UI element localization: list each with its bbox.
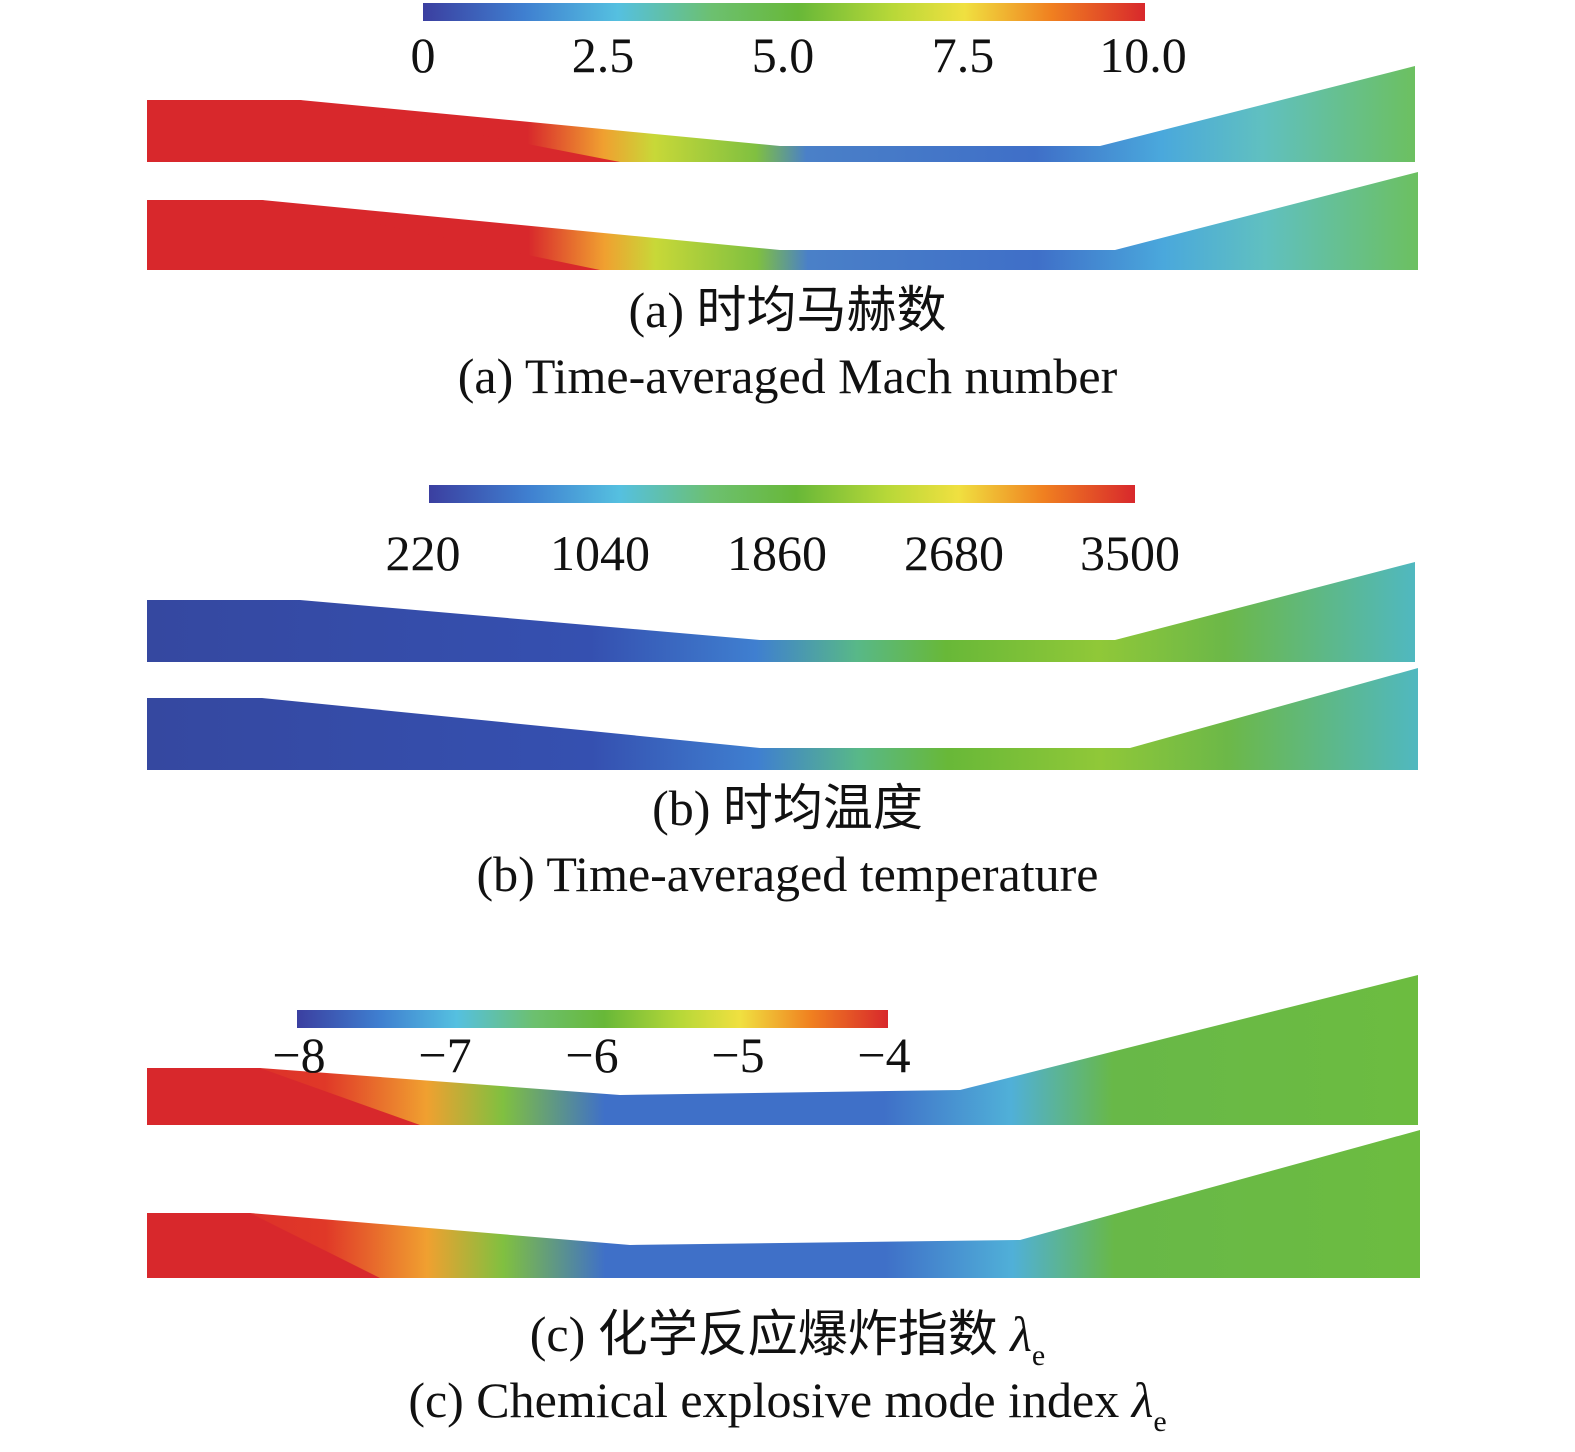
caption-b-zh: (b) 时均温度 <box>652 780 923 836</box>
caption-a-zh: (a) 时均马赫数 <box>628 282 947 338</box>
temperature-tick-1: 1040 <box>550 525 650 581</box>
temperature-field-lower <box>147 668 1418 770</box>
mach-tick-0: 0 <box>410 27 436 83</box>
cem-inflow-upper <box>147 1068 420 1125</box>
temperature-field-upper <box>147 562 1415 662</box>
mach-inflow-upper <box>147 100 620 162</box>
cem-inflow-lower <box>147 1213 380 1278</box>
cem-tick-2: −6 <box>565 1027 619 1083</box>
mach-tick-4: 10.0 <box>1099 27 1187 83</box>
lambda-subscript-en: e <box>1153 1405 1167 1438</box>
caption-c-en-text: (c) Chemical explosive mode index <box>408 1372 1120 1428</box>
caption-b-en: (b) Time-averaged temperature <box>476 846 1099 902</box>
caption-c-zh: (c) 化学反应爆炸指数 λe <box>0 1306 1575 1384</box>
lambda-symbol: λ <box>1010 1306 1032 1362</box>
colorbar-temperature <box>429 485 1135 503</box>
caption-a-en: (a) Time-averaged Mach number <box>457 348 1118 404</box>
mach-tick-1: 2.5 <box>571 27 635 83</box>
mach-tick-2: 5.0 <box>751 27 815 83</box>
caption-c-en: (c) Chemical explosive mode index λe <box>0 1372 1575 1450</box>
mach-inflow-lower <box>147 200 600 270</box>
lambda-subscript: e <box>1031 1339 1046 1372</box>
temperature-tick-3: 2680 <box>904 525 1004 581</box>
lambda-symbol-en: λ <box>1131 1372 1154 1428</box>
colorbar-cem-index <box>297 1010 888 1028</box>
cem-field-upper <box>147 975 1418 1125</box>
cem-tick-3: −5 <box>711 1027 765 1083</box>
colorbar-mach <box>423 3 1145 21</box>
temperature-tick-0: 220 <box>385 525 461 581</box>
caption-c-zh-text: (c) 化学反应爆炸指数 <box>529 1306 998 1362</box>
cem-tick-1: −7 <box>418 1027 472 1083</box>
mach-tick-3: 7.5 <box>931 27 995 83</box>
temperature-tick-4: 3500 <box>1080 525 1180 581</box>
cem-field-lower <box>147 1130 1420 1278</box>
temperature-tick-2: 1860 <box>727 525 827 581</box>
cem-tick-4: −4 <box>857 1027 911 1083</box>
cem-tick-0: −8 <box>272 1027 326 1083</box>
